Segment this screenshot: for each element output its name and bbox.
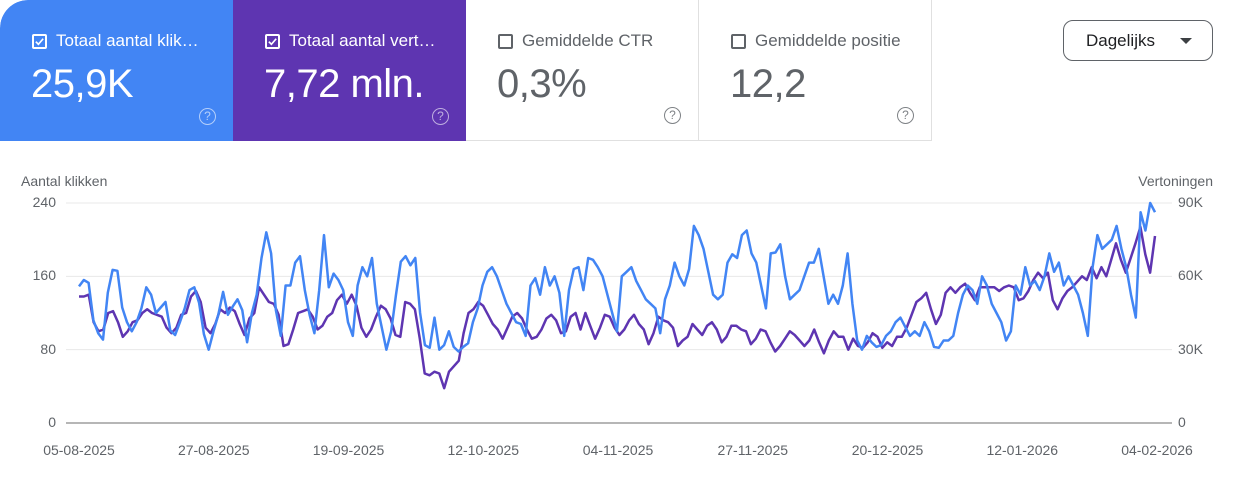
metric-card-position[interactable]: Gemiddelde positie 12,2 ? [699, 0, 932, 141]
metric-value: 7,72 mln. [264, 62, 425, 106]
metric-value: 25,9K [31, 62, 134, 106]
help-icon[interactable]: ? [897, 107, 914, 124]
help-icon[interactable]: ? [199, 108, 216, 125]
x-tick: 12-10-2025 [447, 442, 520, 458]
metric-card-clicks[interactable]: Totaal aantal klik… 25,9K ? [0, 0, 233, 141]
caret-down-icon [1180, 38, 1192, 44]
checkbox-unchecked-icon[interactable] [731, 33, 746, 49]
metric-cards: Totaal aantal klik… 25,9K ? Totaal aanta… [0, 0, 932, 141]
metric-label: Gemiddelde CTR [522, 31, 654, 50]
y-axis-right-title: Vertoningen [1138, 173, 1213, 189]
checkbox-checked-icon[interactable] [265, 33, 280, 49]
y-axis-left-title: Aantal klikken [21, 173, 108, 189]
help-icon[interactable]: ? [664, 107, 681, 124]
y-tick-left: 240 [32, 194, 56, 210]
y-tick-left: 80 [40, 340, 56, 357]
metric-label: Totaal aantal klik… [56, 31, 199, 50]
x-tick: 05-08-2025 [43, 442, 115, 458]
x-tick: 27-08-2025 [177, 442, 250, 458]
checkbox-unchecked-icon[interactable] [498, 33, 513, 49]
x-tick: 12-01-2026 [986, 442, 1059, 458]
y-tick-right: 60K [1178, 267, 1203, 284]
y-tick-right: 90K [1178, 194, 1203, 210]
metric-label: Totaal aantal vert… [289, 31, 436, 50]
x-tick: 04-11-2025 [582, 442, 654, 458]
metric-card-ctr[interactable]: Gemiddelde CTR 0,3% ? [466, 0, 699, 141]
x-tick: 20-12-2025 [851, 442, 924, 458]
granularity-dropdown[interactable]: Dagelijks [1063, 20, 1213, 61]
metric-value: 12,2 [730, 62, 806, 106]
checkbox-checked-icon[interactable] [32, 33, 47, 49]
y-tick-right: 0 [1178, 414, 1186, 430]
y-tick-left: 0 [48, 414, 56, 430]
metric-label: Gemiddelde positie [755, 31, 901, 50]
y-tick-right: 30K [1178, 340, 1203, 357]
metric-card-impressions[interactable]: Totaal aantal vert… 7,72 mln. ? [233, 0, 466, 141]
x-tick: 04-02-2026 [1121, 442, 1193, 458]
clicks-line[interactable] [78, 201, 1157, 353]
y-tick-left: 160 [32, 267, 56, 284]
metric-value: 0,3% [497, 62, 587, 106]
x-tick: 19-09-2025 [312, 442, 385, 458]
x-tick: 27-11-2025 [717, 442, 789, 458]
help-icon[interactable]: ? [432, 108, 449, 125]
granularity-selected: Dagelijks [1086, 30, 1155, 50]
